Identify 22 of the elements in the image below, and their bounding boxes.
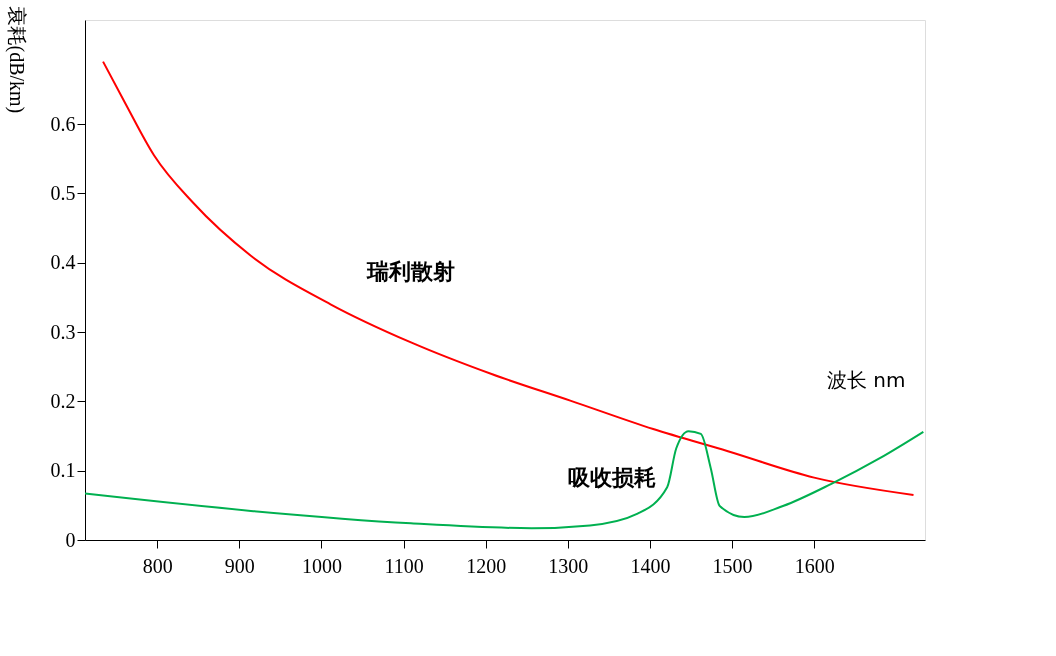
y-tick-label: 0.4 [50,251,76,274]
y-tick-label: 0.1 [50,459,76,482]
series-label: 吸收损耗 [568,465,657,491]
x-tick-label: 1600 [794,554,835,577]
y-tick-label: 0 [65,528,76,551]
x-tick-label: 1000 [301,554,342,577]
y-tick-label: 0.3 [50,320,76,343]
x-tick-label: 1300 [548,554,589,577]
x-tick-label: 1100 [384,554,424,577]
y-tick-label: 0.5 [50,181,76,204]
line-series [85,430,925,530]
line-series [102,60,915,496]
x-axis-title: 波长 nm [826,367,906,392]
x-tick-label: 1200 [466,554,507,577]
y-tick-label: 0.2 [50,389,76,412]
x-tick-label: 900 [224,554,255,577]
y-tick-label: 0.6 [50,112,76,135]
x-tick-label: 1400 [630,554,671,577]
x-tick-label: 1500 [712,554,753,577]
series-label: 瑞利散射 [365,259,455,285]
x-tick-label: 800 [142,554,173,577]
y-axis-title: 衰耗(dB/km) [4,5,28,114]
